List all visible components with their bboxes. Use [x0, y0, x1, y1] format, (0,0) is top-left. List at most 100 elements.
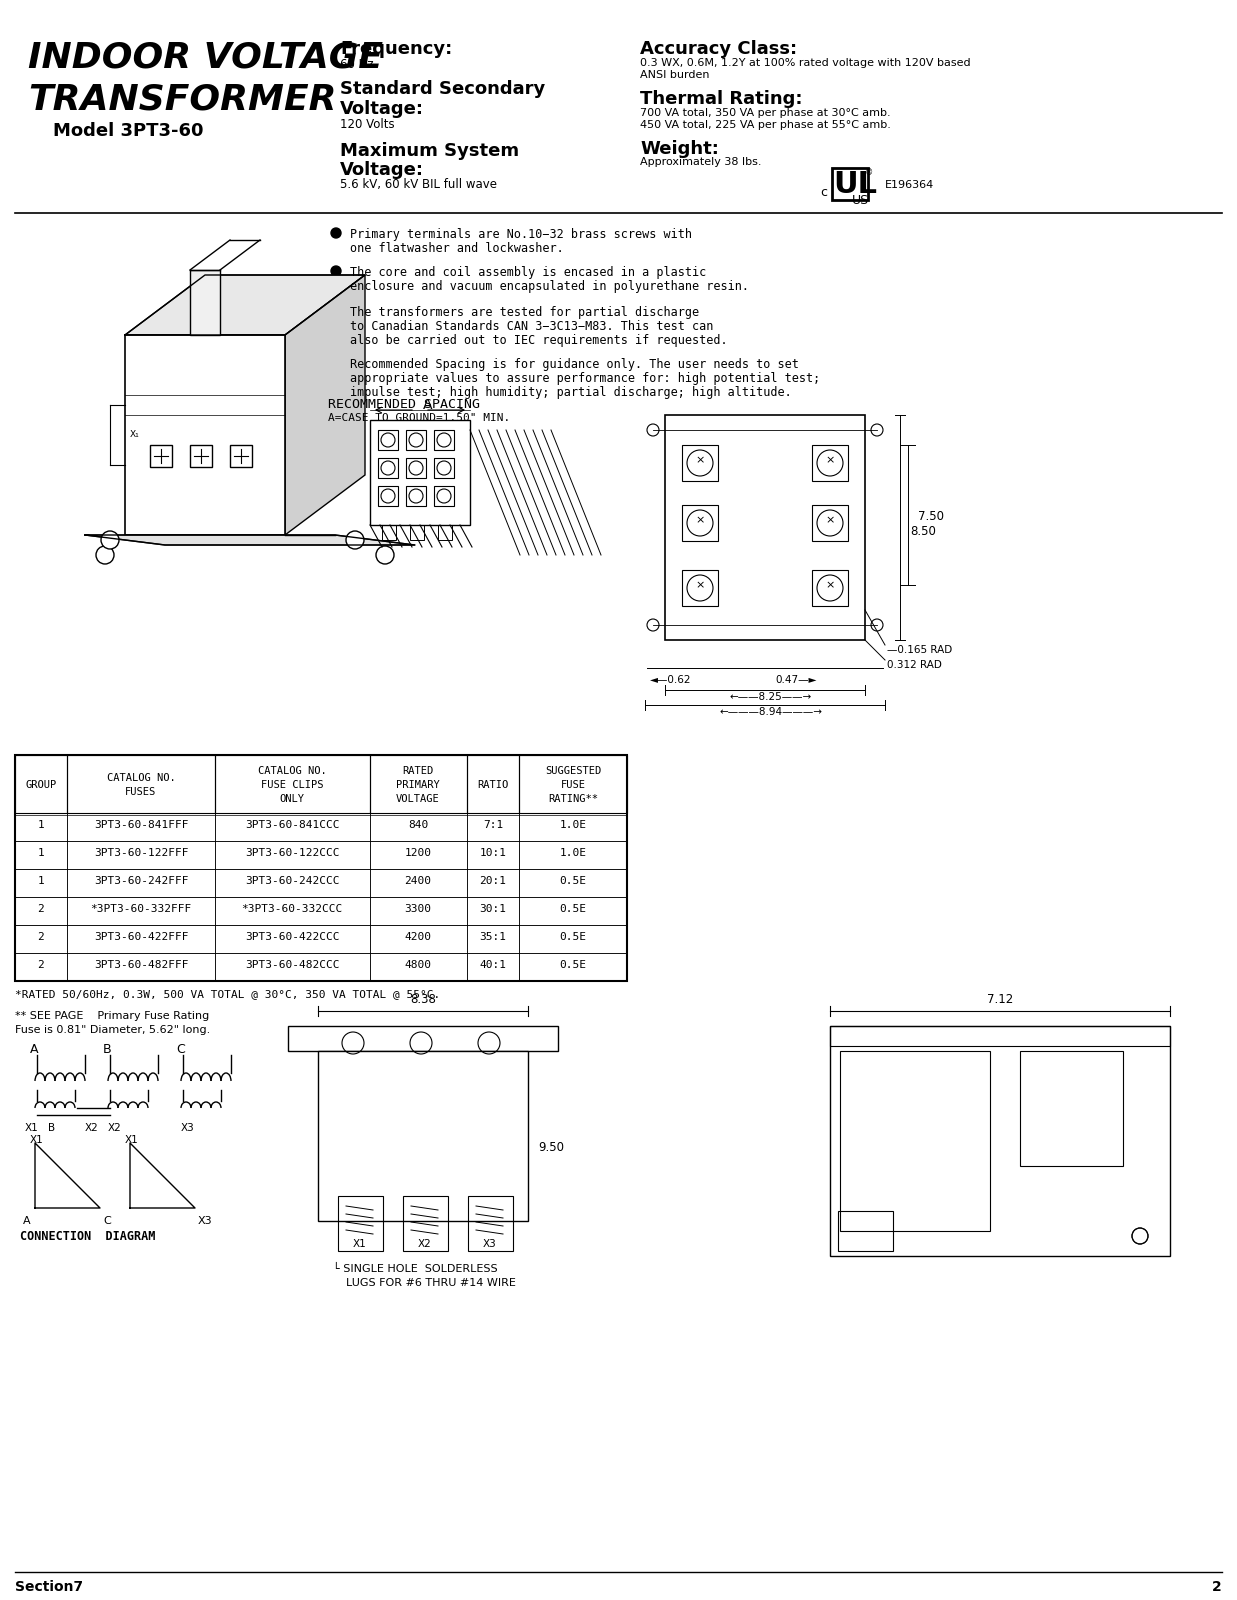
Bar: [830, 1026, 1170, 1256]
Text: ×: ×: [825, 454, 835, 466]
Bar: [67, 898, 215, 925]
Text: ®: ®: [865, 168, 873, 178]
Bar: [15, 813, 67, 842]
Bar: [370, 755, 468, 813]
Text: ×: ×: [825, 515, 835, 525]
Bar: [125, 334, 285, 534]
Text: 3PT3-60-482FFF: 3PT3-60-482FFF: [94, 960, 188, 970]
Bar: [840, 1051, 990, 1230]
Text: Accuracy Class:: Accuracy Class:: [640, 40, 797, 58]
Bar: [215, 869, 370, 898]
Text: ←——8.25——→: ←——8.25——→: [730, 691, 813, 702]
Text: INDOOR VOLTAGE: INDOOR VOLTAGE: [28, 40, 383, 74]
Bar: [406, 486, 426, 506]
Text: A: A: [423, 398, 433, 411]
Text: X2: X2: [418, 1238, 432, 1250]
Text: 3PT3-60-422FFF: 3PT3-60-422FFF: [94, 931, 188, 942]
Bar: [370, 898, 468, 925]
Text: └ SINGLE HOLE  SOLDERLESS: └ SINGLE HOLE SOLDERLESS: [333, 1264, 497, 1274]
Text: enclosure and vacuum encapsulated in polyurethane resin.: enclosure and vacuum encapsulated in pol…: [350, 280, 748, 293]
Bar: [318, 1051, 528, 1221]
Bar: [15, 869, 67, 898]
Bar: [520, 954, 627, 981]
Bar: [520, 842, 627, 869]
Text: 3PT3-60-242CCC: 3PT3-60-242CCC: [245, 877, 339, 886]
Text: *3PT3-60-332CCC: *3PT3-60-332CCC: [241, 904, 343, 914]
Text: RECOMMENDED SPACING: RECOMMENDED SPACING: [328, 398, 480, 411]
Text: appropriate values to assure performance for: high potential test;: appropriate values to assure performance…: [350, 371, 820, 386]
Text: 840: 840: [408, 819, 428, 830]
Bar: [468, 813, 520, 842]
Bar: [468, 1197, 513, 1251]
Text: Voltage:: Voltage:: [340, 99, 424, 118]
Text: 60 Hz: 60 Hz: [340, 58, 374, 70]
Bar: [230, 445, 252, 467]
Bar: [682, 570, 717, 606]
Text: SUGGESTED: SUGGESTED: [544, 766, 601, 776]
Bar: [15, 898, 67, 925]
Text: CONNECTION  DIAGRAM: CONNECTION DIAGRAM: [20, 1230, 156, 1243]
Text: 0.312 RAD: 0.312 RAD: [887, 659, 941, 670]
Text: 8.50: 8.50: [910, 525, 936, 538]
Bar: [468, 842, 520, 869]
Bar: [1021, 1051, 1123, 1166]
Bar: [434, 430, 454, 450]
Bar: [833, 168, 868, 200]
Text: —0.165 RAD: —0.165 RAD: [887, 645, 952, 654]
Bar: [370, 954, 468, 981]
Text: 3PT3-60-841FFF: 3PT3-60-841FFF: [94, 819, 188, 830]
Bar: [434, 486, 454, 506]
Text: ×: ×: [695, 454, 704, 466]
Circle shape: [332, 306, 341, 317]
Bar: [468, 869, 520, 898]
Text: 10:1: 10:1: [480, 848, 506, 858]
Text: RATING**: RATING**: [548, 794, 597, 803]
Text: RATIO: RATIO: [477, 781, 508, 790]
Text: ** SEE PAGE    Primary Fuse Rating: ** SEE PAGE Primary Fuse Rating: [15, 1011, 209, 1021]
Text: 3PT3-60-122FFF: 3PT3-60-122FFF: [94, 848, 188, 858]
Text: C: C: [176, 1043, 184, 1056]
Bar: [15, 842, 67, 869]
Text: *RATED 50/60Hz, 0.3W, 500 VA TOTAL @ 30°C, 350 VA TOTAL @ 55°C.: *RATED 50/60Hz, 0.3W, 500 VA TOTAL @ 30°…: [15, 989, 440, 998]
Text: X1: X1: [125, 1134, 139, 1146]
Text: to Canadian Standards CAN 3−3C13−M83. This test can: to Canadian Standards CAN 3−3C13−M83. Th…: [350, 320, 714, 333]
Text: 1: 1: [37, 877, 45, 886]
Bar: [409, 525, 424, 541]
Text: 4200: 4200: [404, 931, 432, 942]
Text: ONLY: ONLY: [280, 794, 304, 803]
Text: B: B: [48, 1123, 56, 1133]
Circle shape: [96, 546, 114, 565]
Text: 0.5E: 0.5E: [559, 877, 586, 886]
Text: Frequency:: Frequency:: [340, 40, 453, 58]
Bar: [406, 430, 426, 450]
Text: X3: X3: [484, 1238, 497, 1250]
Bar: [215, 898, 370, 925]
Text: 40:1: 40:1: [480, 960, 506, 970]
Circle shape: [332, 358, 341, 368]
Text: Weight:: Weight:: [640, 141, 719, 158]
Circle shape: [332, 266, 341, 275]
Text: 2: 2: [37, 904, 45, 914]
Bar: [811, 506, 849, 541]
Bar: [837, 1211, 893, 1251]
Bar: [520, 869, 627, 898]
Bar: [190, 270, 220, 334]
Circle shape: [101, 531, 119, 549]
Text: 8.38: 8.38: [409, 994, 435, 1006]
Text: X1: X1: [30, 1134, 43, 1146]
Text: c: c: [820, 186, 828, 198]
Text: 7.50: 7.50: [918, 510, 944, 523]
Bar: [67, 813, 215, 842]
Bar: [67, 925, 215, 954]
Bar: [215, 925, 370, 954]
Text: LUGS FOR #6 THRU #14 WIRE: LUGS FOR #6 THRU #14 WIRE: [346, 1278, 516, 1288]
Bar: [15, 755, 627, 981]
Text: X1: X1: [353, 1238, 367, 1250]
Bar: [520, 813, 627, 842]
Text: 2: 2: [37, 960, 45, 970]
Bar: [468, 954, 520, 981]
Text: 3PT3-60-841CCC: 3PT3-60-841CCC: [245, 819, 339, 830]
Text: X3: X3: [181, 1123, 194, 1133]
Text: 2: 2: [1212, 1581, 1222, 1594]
Bar: [382, 525, 396, 541]
